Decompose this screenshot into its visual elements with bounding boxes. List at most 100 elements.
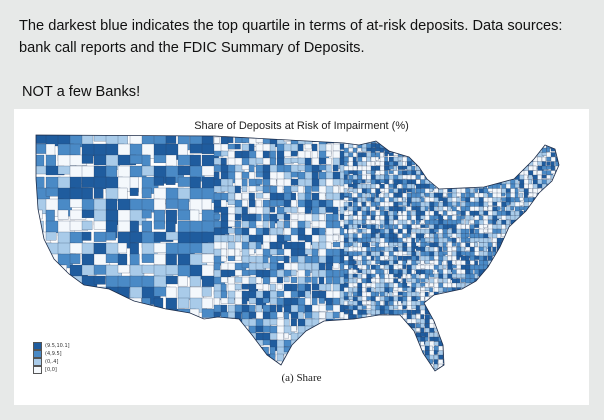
county-cell [424, 224, 429, 228]
county-cell [227, 325, 238, 337]
county-cell [388, 323, 396, 330]
county-cell [352, 314, 357, 319]
county-cell [388, 359, 397, 365]
county-cell [411, 341, 417, 349]
county-cell [465, 341, 472, 346]
county-cell [311, 304, 320, 312]
county-cell [189, 143, 203, 154]
county-cell [492, 161, 498, 168]
county-cell [469, 309, 476, 314]
county-cell [550, 242, 559, 250]
county-cell [201, 198, 212, 210]
county-cell [514, 251, 520, 257]
county-cell [424, 156, 432, 163]
county-cell [153, 253, 166, 265]
county-cell [514, 273, 521, 280]
county-cell [465, 143, 473, 151]
county-cell [69, 297, 88, 311]
county-cell [528, 332, 535, 339]
county-cell [388, 318, 394, 326]
county-cell [532, 215, 538, 220]
county-cell [555, 215, 559, 220]
county-cell [501, 264, 507, 270]
figure-caption: (a) Share [281, 372, 322, 384]
county-cell [415, 152, 420, 159]
county-cell [325, 353, 334, 361]
county-cell [375, 363, 381, 368]
county-cell [532, 363, 541, 370]
county-cell [393, 363, 401, 369]
county-cell [460, 183, 469, 188]
county-cell [560, 234, 565, 240]
county-cell [541, 323, 549, 331]
county-cell [433, 156, 441, 162]
county-cell [532, 152, 537, 157]
county-cell [532, 309, 537, 316]
county-cell [420, 143, 424, 148]
county-cell [541, 300, 548, 305]
county-cell [290, 353, 299, 365]
county-cell [501, 152, 509, 158]
county-cell [528, 287, 533, 295]
county-cell [451, 354, 459, 360]
county-cell [505, 318, 512, 325]
county-cell [366, 327, 372, 334]
county-cell [456, 341, 462, 348]
county-cell [492, 278, 498, 286]
county-cell [415, 359, 421, 366]
county-cell [269, 311, 278, 320]
county-cell [514, 332, 520, 340]
county-cell [442, 192, 447, 197]
county-cell [492, 147, 497, 152]
county-cell [501, 282, 506, 290]
county-cell [411, 350, 417, 358]
county-cell [492, 350, 499, 355]
county-cell [424, 219, 430, 225]
county-cell [560, 247, 564, 252]
county-cell [555, 291, 559, 299]
county-cell [393, 327, 398, 335]
county-cell [433, 350, 438, 355]
county-cell [550, 314, 558, 322]
county-cell [465, 318, 469, 327]
county-cell [388, 354, 396, 363]
county-cell [234, 276, 243, 283]
county-cell [379, 341, 384, 346]
county-cell [332, 332, 342, 340]
county-cell [429, 255, 435, 261]
county-cell [438, 323, 445, 329]
county-cell [429, 161, 434, 169]
county-cell [348, 350, 356, 357]
county-cell [474, 287, 482, 292]
county-cell [451, 305, 460, 311]
county-cell [546, 192, 552, 200]
county-cell [393, 318, 399, 323]
county-cell [541, 359, 546, 365]
county-cell [447, 350, 452, 358]
county-cell [532, 147, 540, 154]
county-cell [460, 341, 468, 347]
county-cell [415, 363, 422, 370]
county-cell [255, 206, 264, 216]
county-cell [357, 327, 365, 333]
county-cell [433, 237, 439, 243]
county-cell [478, 332, 486, 337]
county-cell [546, 201, 553, 207]
county-cell [406, 147, 411, 156]
county-cell [478, 287, 483, 295]
county-cell [523, 282, 528, 289]
county-cell [429, 305, 435, 311]
county-cell [227, 318, 235, 330]
county-cell [442, 341, 450, 349]
county-cell [442, 206, 448, 211]
county-cell [492, 219, 497, 225]
county-cell [501, 350, 509, 357]
county-cell [496, 350, 505, 357]
county-cell [487, 287, 494, 295]
county-cell [514, 278, 520, 283]
county-cell [555, 345, 559, 353]
county-cell [537, 341, 543, 348]
county-cell [523, 354, 531, 360]
county-cell [248, 360, 260, 370]
county-cell [532, 305, 538, 313]
